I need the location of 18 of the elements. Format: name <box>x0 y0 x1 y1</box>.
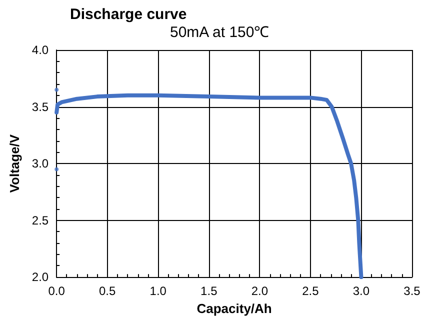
x-tick-label: 2.0 <box>251 284 268 298</box>
x-tick-label: 1.5 <box>200 284 218 298</box>
y-tick-label: 2.5 <box>32 213 49 228</box>
chart-title: Discharge curve <box>70 6 187 23</box>
x-tick-label: 2.5 <box>302 284 320 298</box>
y-tick-label: 4.0 <box>32 43 49 57</box>
x-tick-label: 3.5 <box>404 284 421 298</box>
y-tick-label: 2.0 <box>32 270 49 284</box>
line-series <box>54 93 364 280</box>
x-tick-label: 0.5 <box>99 284 116 298</box>
x-tick-label: 0.0 <box>48 284 66 298</box>
x-tick-label: 3.0 <box>352 284 370 298</box>
x-axis-title: Capacity/Ah <box>196 301 272 316</box>
y-tick-label: 3.0 <box>32 156 49 171</box>
x-tick-label: 1.0 <box>150 284 167 298</box>
chart-subtitle: 50mA at 150℃ <box>170 24 270 41</box>
y-tick-label: 3.5 <box>32 100 49 114</box>
y-axis-title: Voltage/V <box>7 134 22 193</box>
